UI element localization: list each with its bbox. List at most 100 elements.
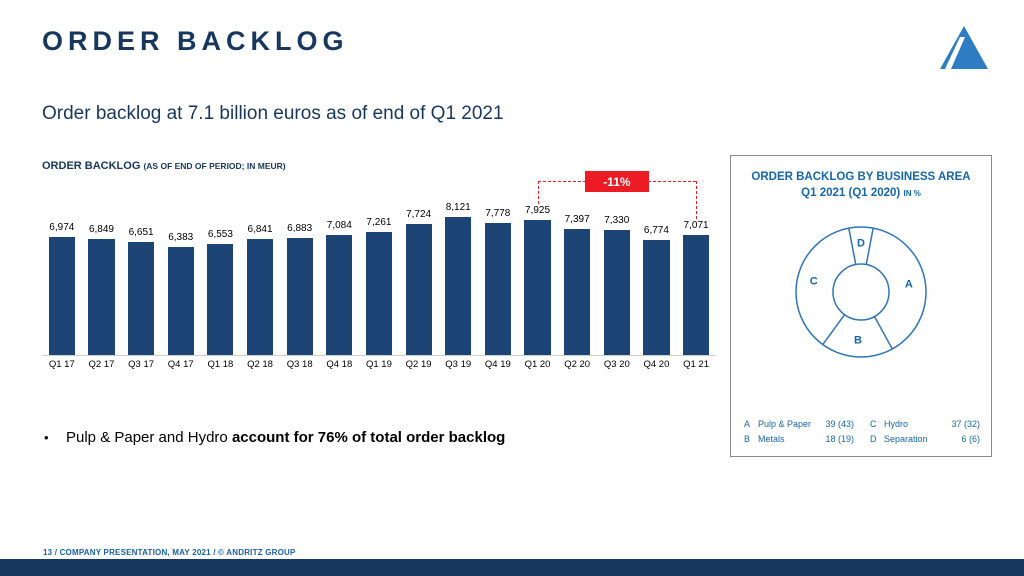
bar [445,217,472,355]
bar-slot: 7,925 [518,186,558,355]
legend-value: 18 (19) [825,433,854,444]
bar [603,230,630,355]
footer-text: 13 / COMPANY PRESENTATION, MAY 2021 / © … [43,548,296,557]
annotation-vline [537,181,539,205]
bar-value-label: 7,330 [604,215,630,227]
bar-slot: 6,974 [42,186,82,355]
bar [286,238,313,355]
business-area-panel: ORDER BACKLOG BY BUSINESS AREA Q1 2021 (… [730,155,992,457]
bar-value-label: 6,849 [88,223,114,235]
donut-label-c: C [810,275,818,287]
bar [207,243,234,355]
bar-value-label: 6,651 [128,227,154,238]
page-title: ORDER BACKLOG [42,26,349,56]
bar-x-label: Q2 19 [405,359,432,370]
donut-separator [822,314,846,346]
legend-value: 37 (32) [951,418,980,429]
bar-x-label: Q4 19 [484,359,511,370]
bullet-text-bold: account for 76% of total order backlog [231,429,506,446]
bar-chart-title-text: ORDER BACKLOG [42,160,141,172]
bar-value-label: 8,121 [445,202,471,213]
legend-value: 39 (43) [825,418,854,429]
bar-chart-xlabels: Q1 17 Q2 17 Q3 17 Q4 17 Q1 18 Q2 18 Q3 18 Q4 18… [42,359,716,370]
donut-separator [865,228,874,265]
bar-value-label: 7,724 [406,208,432,220]
legend-value: 6 (6) [961,433,980,444]
bar-slot: 8,121 [438,186,478,355]
bullet-item: • Pulp & Paper and Hydro account for 76%… [44,429,505,446]
bar-value-label: 7,778 [485,207,511,219]
donut-legend: A Pulp & Paper 39 (43) B Metals 18 (19) C Hydro… [744,416,980,446]
donut-label-d: D [857,238,865,250]
bar-x-label: Q3 20 [603,359,630,370]
panel-title-line1: ORDER BACKLOG BY BUSINESS AREA [751,171,971,183]
legend-key: B [744,433,751,444]
bar-x-label: Q1 19 [366,359,392,370]
donut-label-b: B [854,334,862,346]
bullet-text-normal: Pulp & Paper and Hydro [66,429,232,446]
bar-value-label: 6,883 [287,223,313,234]
panel-subtitle-suffix: IN % [903,189,921,199]
bar-value-label: 7,084 [326,219,352,231]
bar-x-label: Q4 17 [167,359,194,370]
bar-slot: 7,071 [676,186,716,355]
bar [524,220,551,355]
bar-slot: 7,330 [597,186,637,355]
bar-value-label: 7,397 [564,214,590,226]
legend-name: Separation [884,433,928,444]
bar-x-label: Q3 19 [445,359,472,370]
panel-title: ORDER BACKLOG BY BUSINESS AREA Q1 2021 (… [731,169,991,201]
bar [484,222,511,355]
annotation-label: -11% [584,171,649,192]
bar-slot: 7,724 [399,186,439,355]
bar-slot: 7,261 [359,186,399,355]
bar-slot: 6,849 [82,186,122,355]
legend-key: C [870,418,877,429]
bar [643,239,670,355]
panel-title-line2: Q1 2021 (Q1 2020) IN % [731,185,991,201]
bar-slot: 6,883 [280,186,320,355]
bar-slot: 6,383 [161,186,201,355]
bar [128,242,155,355]
bar-x-label: Q1 17 [48,359,75,370]
bar-value-label: 7,071 [683,219,709,231]
bar-chart: ORDER BACKLOG (AS OF END OF PERIOD; IN M… [42,160,716,376]
bar-x-label: Q2 18 [247,359,273,370]
legend-name: Metals [758,433,785,444]
bar-slot: 7,397 [557,186,597,355]
bar [682,234,710,355]
donut-separator [873,316,893,350]
bar-slot: 6,651 [121,186,161,355]
bar-value-label: 6,383 [168,231,194,243]
bullet-text: Pulp & Paper and Hydro account for 76% o… [66,429,505,446]
bar-chart-bars: 6,974 6,849 6,651 6,383 6,553 6,841 6,883 7,084… [42,186,716,356]
bar-value-label: 6,841 [247,223,273,235]
slide-subtitle: Order backlog at 7.1 billion euros as of… [42,103,504,124]
bottom-bar [0,559,1024,576]
bar [326,234,353,355]
bar-x-label: Q1 18 [207,359,234,370]
legend-name: Hydro [884,418,909,429]
bullet-dot-icon: • [44,430,49,445]
bar [564,229,591,355]
bar [405,223,432,355]
bar-value-label: 6,553 [207,228,233,240]
bar-value-label: 7,925 [524,205,551,217]
panel-subtitle: Q1 2021 (Q1 2020) [801,187,901,200]
legend-item-a: A Pulp & Paper 39 (43) [744,416,854,431]
bar-slot: 6,841 [240,186,280,355]
bar-x-label: Q4 20 [643,359,670,370]
legend-key: D [870,433,877,444]
bar [48,236,75,355]
donut-outer-ring [795,226,927,358]
bar-value-label: 6,774 [643,224,669,236]
andritz-logo-icon [938,24,990,70]
donut-separator [848,228,857,265]
bar-value-label: 6,974 [49,221,75,233]
legend-item-b: B Metals 18 (19) [744,431,854,446]
bar-slot: 7,084 [319,186,359,355]
bar-x-label: Q2 20 [564,359,591,370]
legend-item-c: C Hydro 37 (32) [870,416,980,431]
donut-inner-ring [832,263,890,321]
